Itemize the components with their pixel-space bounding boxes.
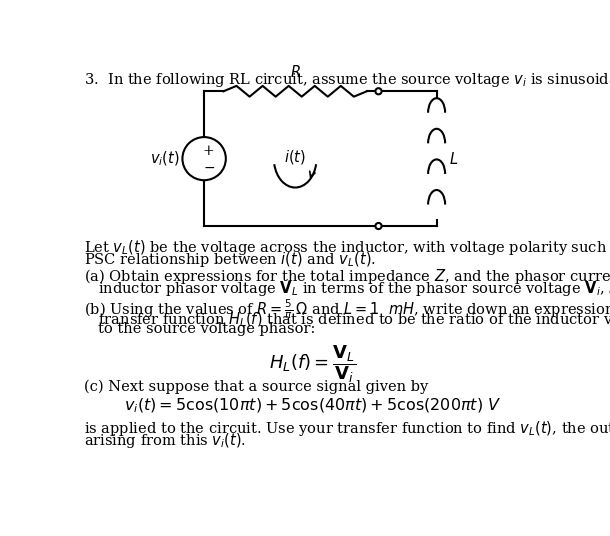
Text: $R$: $R$: [290, 64, 301, 80]
Text: $v_i(t) = 5\cos(10\pi t) + 5\cos(40\pi t) + 5\cos(200\pi t)\ V$: $v_i(t) = 5\cos(10\pi t) + 5\cos(40\pi t…: [124, 397, 501, 415]
Text: (b) Using the values of $R = \frac{5}{\pi}\,\Omega$ and $L = 1\ \ mH$, write dow: (b) Using the values of $R = \frac{5}{\p…: [84, 297, 610, 321]
Text: $v_i(t)$: $v_i(t)$: [149, 150, 179, 168]
Text: (c) Next suppose that a source signal given by: (c) Next suppose that a source signal gi…: [84, 380, 428, 394]
Text: $H_L(f) = \dfrac{\mathbf{V}_L}{\mathbf{V}_i}$: $H_L(f) = \dfrac{\mathbf{V}_L}{\mathbf{V…: [269, 343, 356, 385]
Text: (a) Obtain expressions for the total impedance $Z$, and the phasor current $\mat: (a) Obtain expressions for the total imp…: [84, 267, 610, 286]
Text: 3.  In the following RL circuit, assume the source voltage $v_i$ is sinusoidal w: 3. In the following RL circuit, assume t…: [84, 70, 610, 90]
Circle shape: [182, 137, 226, 180]
Circle shape: [375, 88, 382, 94]
Text: PSC relationship between $i(t)$ and $v_L(t)$.: PSC relationship between $i(t)$ and $v_L…: [84, 250, 376, 269]
Text: $i(t)$: $i(t)$: [284, 148, 306, 166]
Text: +: +: [203, 144, 215, 158]
Text: Let $v_L(t)$ be the voltage across the inductor, with voltage polarity such that: Let $v_L(t)$ be the voltage across the i…: [84, 237, 610, 257]
Text: arising from this $v_i(t)$.: arising from this $v_i(t)$.: [84, 431, 246, 450]
Text: $L$: $L$: [449, 151, 458, 167]
Text: inductor phasor voltage $\mathbf{V}_L$ in terms of the phasor source voltage $\m: inductor phasor voltage $\mathbf{V}_L$ i…: [98, 279, 610, 298]
Text: is applied to the circuit. Use your transfer function to find $v_L(t)$, the outp: is applied to the circuit. Use your tran…: [84, 419, 610, 437]
Text: transfer function $H_L(f)$ that is defined to be the ratio of the inductor volta: transfer function $H_L(f)$ that is defin…: [98, 310, 610, 329]
Text: $-$: $-$: [203, 159, 215, 173]
Circle shape: [375, 223, 382, 229]
Text: to the source voltage phasor:: to the source voltage phasor:: [98, 322, 315, 336]
